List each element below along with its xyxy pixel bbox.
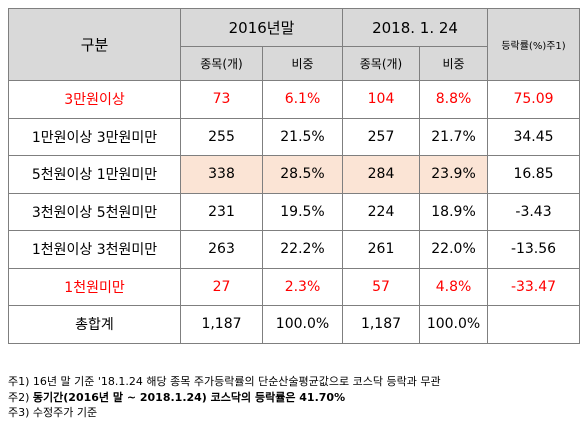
table-row: 1천원미만 27 2.3% 57 4.8% -33.47	[8, 267, 580, 306]
count-cell: 57	[342, 267, 420, 306]
footnotes: 주1) 16년 말 기준 '18.1.24 해당 종목 주가등락률의 단순산술평…	[8, 374, 441, 421]
rate-header: 등락률(%)주1)	[487, 8, 580, 81]
count-cell: 104	[342, 80, 420, 119]
footnote-2-prefix: 주2)	[8, 390, 33, 404]
rate-cell: -33.47	[487, 267, 580, 306]
category-cell: 3만원이상	[8, 80, 181, 119]
rate-cell: 34.45	[487, 117, 580, 156]
share-cell: 21.7%	[418, 117, 489, 156]
share-cell: 21.5%	[262, 117, 343, 156]
header-row-2: 종목(개) 비중 종목(개) 비중	[9, 46, 580, 81]
count-cell-highlighted: 338	[180, 155, 263, 194]
count-cell: 1,187	[180, 305, 263, 344]
category-cell: 1천원미만	[8, 267, 181, 306]
category-cell: 5천원이상 1만원미만	[8, 155, 181, 194]
rate-cell: -3.43	[487, 192, 580, 231]
share-cell: 6.1%	[262, 80, 343, 119]
count-cell: 27	[180, 267, 263, 306]
footnote-2-text: 동기간(2016년 말 ~ 2018.1.24) 코스닥의 등락률은 41.70…	[32, 390, 346, 404]
footnote-2: 주2) 동기간(2016년 말 ~ 2018.1.24) 코스닥의 등락률은 4…	[8, 390, 441, 406]
table-row: 1천원이상 3천원미만 263 22.2% 261 22.0% -13.56	[8, 230, 580, 269]
count-header-1: 종목(개)	[180, 46, 263, 81]
share-cell: 100.0%	[418, 305, 489, 344]
period2-header: 2018. 1. 24	[341, 8, 489, 47]
total-row: 총합계 1,187 100.0% 1,187 100.0%	[8, 305, 580, 344]
price-range-table: 구분 2016년말 2018. 1. 24 등락률(%)주1) 종목(개) 비중…	[8, 8, 580, 344]
header-row-1: 구분 2016년말 2018. 1. 24 등락률(%)주1)	[8, 8, 580, 81]
count-cell: 255	[180, 117, 263, 156]
share-cell: 8.8%	[418, 80, 489, 119]
count-cell: 257	[342, 117, 420, 156]
share-header-1: 비중	[262, 46, 343, 81]
rate-cell: 16.85	[487, 155, 580, 194]
count-cell: 1,187	[342, 305, 420, 344]
category-cell: 1만원이상 3만원미만	[8, 117, 181, 156]
share-cell: 22.2%	[262, 230, 343, 269]
rate-cell: -13.56	[487, 230, 580, 269]
share-cell: 19.5%	[262, 192, 343, 231]
share-cell: 2.3%	[262, 267, 343, 306]
count-cell: 231	[180, 192, 263, 231]
share-cell: 22.0%	[418, 230, 489, 269]
count-cell: 263	[180, 230, 263, 269]
count-cell: 261	[342, 230, 420, 269]
share-cell: 4.8%	[418, 267, 489, 306]
table-row: 3만원이상 73 6.1% 104 8.8% 75.09	[8, 80, 580, 119]
share-cell: 18.9%	[418, 192, 489, 231]
count-cell: 73	[180, 80, 263, 119]
count-cell-highlighted: 284	[342, 155, 420, 194]
footnote-1: 주1) 16년 말 기준 '18.1.24 해당 종목 주가등락률의 단순산술평…	[8, 375, 441, 388]
share-cell-highlighted: 28.5%	[262, 155, 343, 194]
category-cell: 1천원이상 3천원미만	[8, 230, 181, 269]
table-row: 3천원이상 5천원미만 231 19.5% 224 18.9% -3.43	[8, 192, 580, 231]
rate-cell	[487, 305, 580, 344]
share-cell: 100.0%	[262, 305, 343, 344]
share-header-2: 비중	[418, 46, 489, 81]
period1-header: 2016년말	[180, 8, 343, 47]
table-row: 5천원이상 1만원미만 338 28.5% 284 23.9% 16.85	[8, 155, 580, 194]
category-cell: 3천원이상 5천원미만	[8, 192, 181, 231]
category-header: 구분	[8, 8, 181, 81]
category-cell: 총합계	[8, 305, 181, 344]
share-cell-highlighted: 23.9%	[418, 155, 489, 194]
count-cell: 224	[342, 192, 420, 231]
count-header-2: 종목(개)	[342, 46, 420, 81]
rate-cell: 75.09	[487, 80, 580, 119]
table-row: 1만원이상 3만원미만 255 21.5% 257 21.7% 34.45	[8, 117, 580, 156]
footnote-3: 주3) 수정주가 기준	[8, 406, 98, 419]
